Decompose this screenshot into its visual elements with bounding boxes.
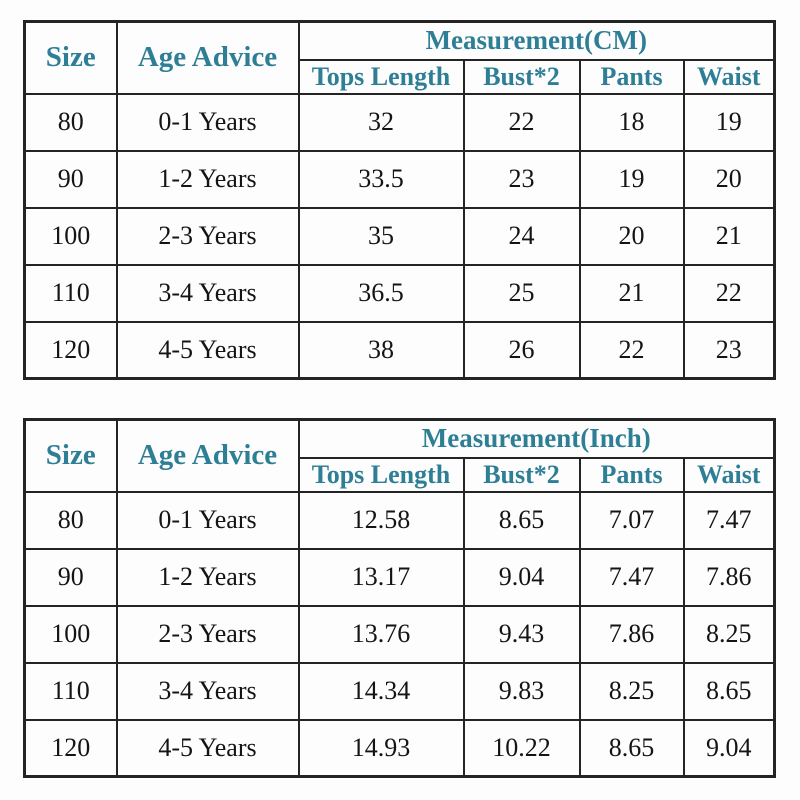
table-row: 80 0-1 Years 12.58 8.65 7.07 7.47: [23, 490, 776, 550]
waist-column-header: Waist: [682, 456, 776, 493]
bust-cell: 26: [462, 320, 581, 380]
waist-cell: 22: [682, 263, 776, 323]
bust-cell: 22: [462, 92, 581, 152]
table-row: Size Age Advice Measurement(Inch): [23, 418, 776, 493]
tops-length-cell: 33.5: [297, 149, 465, 209]
age-cell: 3-4 Years: [115, 263, 300, 323]
tops-length-cell: 35: [297, 206, 465, 266]
age-cell: 4-5 Years: [115, 718, 300, 778]
waist-cell: 23: [682, 320, 776, 380]
table-row: 120 4-5 Years 14.93 10.22 8.65 9.04: [23, 718, 776, 778]
size-column-header: Size: [23, 20, 118, 95]
pants-cell: 21: [578, 263, 685, 323]
age-cell: 2-3 Years: [115, 604, 300, 664]
age-cell: 2-3 Years: [115, 206, 300, 266]
size-chart-table-inch: Size Age Advice Measurement(Inch) Tops L…: [23, 418, 777, 778]
waist-cell: 7.86: [682, 547, 776, 607]
pants-cell: 18: [578, 92, 685, 152]
size-column-header: Size: [23, 418, 118, 493]
table-row: Size Age Advice Measurement(CM): [23, 20, 776, 95]
size-cell: 80: [23, 92, 118, 152]
tops-length-cell: 12.58: [297, 490, 465, 550]
table-row: Tops Length Bust*2 Pants Waist: [25, 456, 776, 493]
inch-table-body: 80 0-1 Years 12.58 8.65 7.07 7.47 90 1-2…: [23, 490, 776, 778]
size-chart-page: Size Age Advice Measurement(CM) Tops Len…: [23, 20, 777, 778]
tops-length-cell: 32: [297, 92, 465, 152]
bust-column-header: Bust*2: [462, 456, 581, 493]
table-row: 90 1-2 Years 13.17 9.04 7.47 7.86: [23, 547, 776, 607]
waist-column-header: Waist: [682, 58, 776, 95]
tops-length-cell: 14.93: [297, 718, 465, 778]
age-advice-column-header: Age Advice: [115, 20, 300, 95]
bust-cell: 10.22: [462, 718, 581, 778]
tops-length-column-header: Tops Length: [297, 456, 465, 493]
cm-table-body: 80 0-1 Years 32 22 18 19 90 1-2 Years 33…: [23, 92, 776, 380]
waist-cell: 7.47: [682, 490, 776, 550]
waist-cell: 19: [682, 92, 776, 152]
bust-column-header: Bust*2: [462, 58, 581, 95]
waist-cell: 20: [682, 149, 776, 209]
age-cell: 4-5 Years: [115, 320, 300, 380]
size-cell: 100: [23, 604, 118, 664]
bust-cell: 9.04: [462, 547, 581, 607]
table-row: Tops Length Bust*2 Pants Waist: [25, 58, 776, 95]
inch-table-header: Size Age Advice Measurement(Inch) Tops L…: [23, 418, 776, 493]
pants-column-header: Pants: [578, 456, 685, 493]
age-cell: 1-2 Years: [115, 547, 300, 607]
tops-length-cell: 14.34: [297, 661, 465, 721]
pants-cell: 7.86: [578, 604, 685, 664]
size-cell: 110: [23, 661, 118, 721]
size-cell: 120: [23, 320, 118, 380]
table-row: 90 1-2 Years 33.5 23 19 20: [23, 149, 776, 209]
pants-cell: 20: [578, 206, 685, 266]
age-advice-column-header: Age Advice: [115, 418, 300, 493]
tops-length-cell: 13.17: [297, 547, 465, 607]
pants-cell: 8.65: [578, 718, 685, 778]
table-row: 100 2-3 Years 13.76 9.43 7.86 8.25: [23, 604, 776, 664]
pants-cell: 7.47: [578, 547, 685, 607]
pants-cell: 7.07: [578, 490, 685, 550]
size-cell: 100: [23, 206, 118, 266]
table-row: 120 4-5 Years 38 26 22 23: [23, 320, 776, 380]
bust-cell: 9.83: [462, 661, 581, 721]
age-cell: 0-1 Years: [115, 92, 300, 152]
pants-column-header: Pants: [578, 58, 685, 95]
age-cell: 1-2 Years: [115, 149, 300, 209]
size-cell: 110: [23, 263, 118, 323]
bust-cell: 24: [462, 206, 581, 266]
table-row: 100 2-3 Years 35 24 20 21: [23, 206, 776, 266]
cm-table-header: Size Age Advice Measurement(CM) Tops Len…: [23, 20, 776, 95]
bust-cell: 25: [462, 263, 581, 323]
measurement-cm-header: Measurement(CM): [297, 20, 776, 61]
bust-cell: 23: [462, 149, 581, 209]
size-cell: 80: [23, 490, 118, 550]
tops-length-cell: 36.5: [297, 263, 465, 323]
age-cell: 3-4 Years: [115, 661, 300, 721]
size-chart-table-cm: Size Age Advice Measurement(CM) Tops Len…: [23, 20, 777, 380]
pants-cell: 8.25: [578, 661, 685, 721]
table-row: 80 0-1 Years 32 22 18 19: [23, 92, 776, 152]
bust-cell: 9.43: [462, 604, 581, 664]
size-cell: 90: [23, 149, 118, 209]
waist-cell: 8.25: [682, 604, 776, 664]
pants-cell: 19: [578, 149, 685, 209]
size-cell: 90: [23, 547, 118, 607]
pants-cell: 22: [578, 320, 685, 380]
waist-cell: 8.65: [682, 661, 776, 721]
age-cell: 0-1 Years: [115, 490, 300, 550]
table-row: 110 3-4 Years 36.5 25 21 22: [23, 263, 776, 323]
tops-length-cell: 13.76: [297, 604, 465, 664]
bust-cell: 8.65: [462, 490, 581, 550]
waist-cell: 21: [682, 206, 776, 266]
measurement-inch-header: Measurement(Inch): [297, 418, 776, 459]
table-row: 110 3-4 Years 14.34 9.83 8.25 8.65: [23, 661, 776, 721]
waist-cell: 9.04: [682, 718, 776, 778]
tops-length-column-header: Tops Length: [297, 58, 465, 95]
tops-length-cell: 38: [297, 320, 465, 380]
size-cell: 120: [23, 718, 118, 778]
